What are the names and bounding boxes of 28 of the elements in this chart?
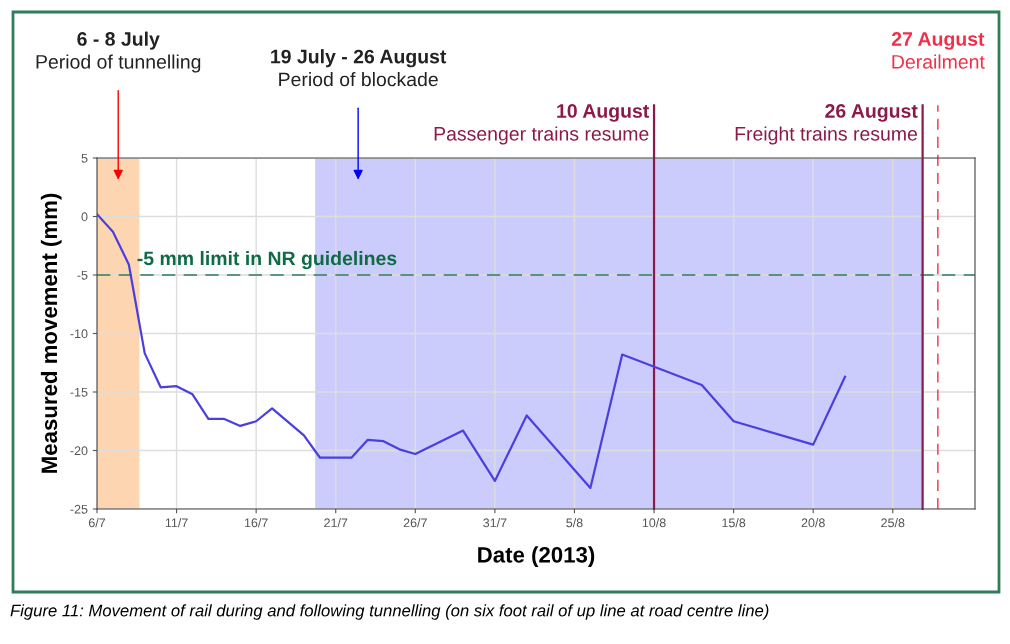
x-tick-label: 26/7 — [403, 518, 427, 528]
x-tick-label: 15/8 — [722, 518, 746, 528]
band-label: 19 July - 26 August Period of blockade — [271, 49, 447, 87]
x-tick-label: 10/8 — [642, 518, 666, 528]
x-tick-label: 5/8 — [566, 518, 583, 528]
x-tick-label: 20/8 — [801, 518, 825, 528]
y-tick-label: -20 — [70, 446, 88, 456]
x-tick-label: 25/8 — [881, 518, 905, 528]
y-tick-label: -5 — [77, 270, 88, 280]
y-tick-label: -15 — [70, 387, 88, 397]
caption: Figure 11: Movement of rail during and following tunnelling (on six foot rail of up line at road centre line) — [10, 604, 769, 620]
ref-line-label: 10 August Passenger trains resume — [434, 104, 650, 145]
y-tick-label: 5 — [81, 153, 88, 163]
y-tick-label: 0 — [81, 212, 88, 222]
y-tick-label: -25 — [70, 504, 88, 514]
ref-line-label: -5 mm limit in NR guidelines — [137, 250, 397, 270]
x-tick-label: 21/7 — [324, 518, 348, 528]
x-tick-label: 31/7 — [483, 518, 507, 528]
y-axis-title: Measured movement (mm) — [40, 193, 62, 473]
band-label: 6 - 8 July Period of tunnelling — [36, 31, 201, 73]
y-tick-label: -10 — [70, 329, 88, 339]
x-tick-label: 6/7 — [88, 518, 106, 528]
ref-line-label: 27 August Derailment — [891, 32, 985, 69]
line-series — [97, 213, 847, 490]
x-axis-title: Date (2013) — [478, 546, 595, 568]
x-tick-label: 16/7 — [244, 518, 268, 528]
ref-line-label: 26 August Freight trains resume — [735, 104, 918, 145]
x-tick-label: 11/7 — [165, 518, 188, 528]
